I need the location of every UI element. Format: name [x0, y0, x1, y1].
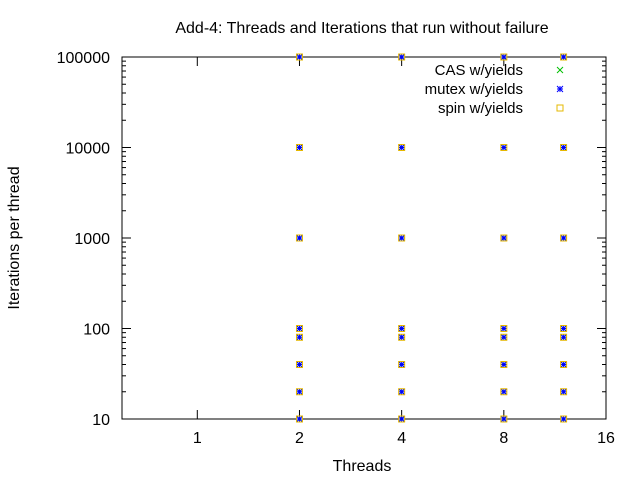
x-tick-label: 16 [597, 430, 615, 447]
data-point-spin-w-yields [500, 325, 508, 332]
data-point-mutex-w-yields [560, 234, 567, 242]
data-point-mutex-w-yields [560, 144, 567, 151]
data-point-spin-w-yields [560, 415, 568, 423]
data-point-mutex-w-yields [500, 144, 508, 151]
data-point-spin-w-yields [560, 325, 568, 332]
y-tick-label: 100000 [57, 50, 110, 67]
data-point-mutex-w-yields [296, 144, 303, 151]
data-point-mutex-w-yields [398, 234, 406, 242]
y-axis-label: Iterations per thread [6, 166, 23, 309]
data-point-mutex-w-yields [398, 388, 406, 396]
data-point-spin-w-yields [500, 388, 508, 396]
data-point-spin-w-yields [560, 333, 568, 341]
data-point-spin-w-yields [295, 144, 303, 151]
data-point-spin-w-yields [500, 234, 508, 242]
y-tick-label: 100 [83, 322, 110, 339]
data-point-mutex-w-yields [560, 361, 567, 368]
data-point-spin-w-yields [560, 144, 568, 151]
y-tick-label: 10 [92, 412, 110, 429]
data-point-mutex-w-yields [296, 361, 303, 368]
data-point-spin-w-yields [500, 144, 508, 151]
y-tick-label: 10000 [66, 141, 111, 158]
data-point-mutex-w-yields [560, 325, 567, 332]
data-point-spin-w-yields [398, 325, 406, 332]
data-point-mutex-w-yields [296, 333, 303, 341]
data-point-mutex-w-yields [296, 53, 303, 61]
data-point-spin-w-yields [500, 361, 508, 369]
data-point-mutex-w-yields [560, 415, 567, 423]
x-tick-label: 8 [499, 430, 508, 447]
data-point-mutex-w-yields [500, 333, 508, 341]
data-point-mutex-w-yields [398, 325, 406, 332]
data-point-spin-w-yields [500, 415, 508, 423]
data-point-spin-w-yields [295, 53, 303, 61]
data-point-spin-w-yields [560, 388, 568, 396]
data-point-spin-w-yields [398, 361, 406, 369]
data-point-spin-w-yields [560, 53, 568, 61]
data-point-mutex-w-yields [398, 333, 406, 341]
legend-label-cas-w-yields: CAS w/yields [435, 62, 523, 79]
data-point-mutex-w-yields [398, 415, 406, 423]
data-point-spin-w-yields [560, 234, 568, 242]
x-tick-label: 2 [295, 430, 304, 447]
x-axis-label: Threads [333, 458, 392, 475]
data-point-mutex-w-yields [296, 234, 303, 242]
data-point-spin-w-yields [398, 234, 406, 242]
data-point-spin-w-yields [295, 325, 303, 332]
data-point-spin-w-yields [295, 333, 303, 341]
data-point-mutex-w-yields [500, 415, 508, 423]
data-point-mutex-w-yields [560, 388, 567, 396]
data-point-mutex-w-yields [500, 234, 508, 242]
axis-ticks: 1 2 4 8 16 10 100 1000 10000 100000 [57, 50, 615, 447]
data-point-spin-w-yields [500, 333, 508, 341]
legend-marker-spin-w-yields [556, 104, 564, 112]
legend-label-spin-w-yields: spin w/yields [438, 100, 523, 117]
data-point-mutex-w-yields [500, 325, 508, 332]
legend-label-mutex-w-yields: mutex w/yields [425, 81, 523, 98]
legend-marker-cas-w-yields [556, 66, 564, 74]
data-point-spin-w-yields [398, 333, 406, 341]
data-point-spin-w-yields [295, 361, 303, 369]
x-tick-label: 4 [397, 430, 406, 447]
data-point-spin-w-yields [398, 53, 406, 61]
data-point-mutex-w-yields [398, 53, 406, 61]
data-point-spin-w-yields [295, 234, 303, 242]
plot-area-border [121, 56, 607, 420]
data-point-mutex-w-yields [296, 388, 303, 396]
x-tick-label: 1 [193, 430, 202, 447]
y-tick-label: 1000 [74, 231, 110, 248]
data-point-mutex-w-yields [398, 144, 406, 151]
data-point-spin-w-yields [398, 388, 406, 396]
data-point-mutex-w-yields [296, 415, 303, 423]
data-point-spin-w-yields [398, 415, 406, 423]
data-point-mutex-w-yields [560, 333, 567, 341]
data-point-spin-w-yields [398, 144, 406, 151]
data-point-mutex-w-yields [500, 388, 508, 396]
data-point-mutex-w-yields [500, 361, 508, 368]
legend-marker-mutex-w-yields [556, 85, 564, 93]
legend: CAS w/yields mutex w/yields spin w/yields [425, 62, 564, 117]
chart-title: Add-4: Threads and Iterations that run w… [175, 20, 548, 37]
data-point-mutex-w-yields [500, 53, 508, 61]
data-point-mutex-w-yields [398, 361, 406, 368]
data-point-spin-w-yields [295, 388, 303, 396]
data-point-spin-w-yields [500, 53, 508, 61]
data-point-mutex-w-yields [296, 325, 303, 332]
data-points [295, 53, 568, 423]
data-point-spin-w-yields [295, 415, 303, 423]
data-point-mutex-w-yields [560, 53, 567, 61]
data-point-spin-w-yields [560, 361, 568, 369]
